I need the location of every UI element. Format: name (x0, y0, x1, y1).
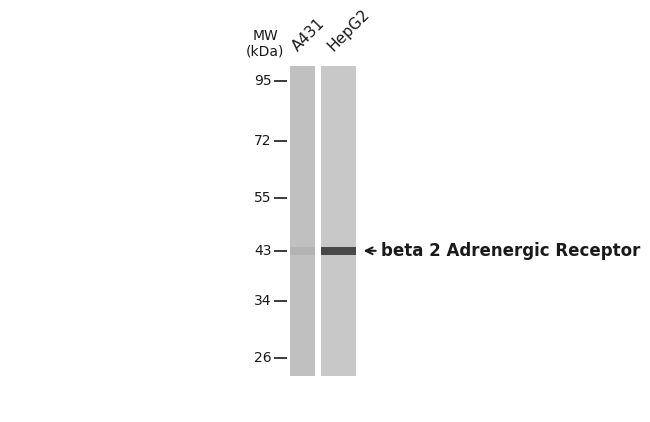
Text: 43: 43 (254, 244, 272, 258)
Text: beta 2 Adrenergic Receptor: beta 2 Adrenergic Receptor (381, 242, 640, 260)
Text: 95: 95 (254, 74, 272, 88)
Text: 34: 34 (254, 294, 272, 308)
Bar (320, 66, 356, 384)
Text: 72: 72 (254, 134, 272, 148)
Text: HepG2: HepG2 (325, 6, 372, 54)
Text: MW
(kDa): MW (kDa) (246, 29, 284, 59)
Bar (291, 247, 315, 255)
Bar (320, 247, 356, 255)
Bar (291, 66, 315, 384)
Text: 26: 26 (254, 352, 272, 365)
Text: 55: 55 (254, 191, 272, 205)
Text: A431: A431 (290, 15, 328, 54)
